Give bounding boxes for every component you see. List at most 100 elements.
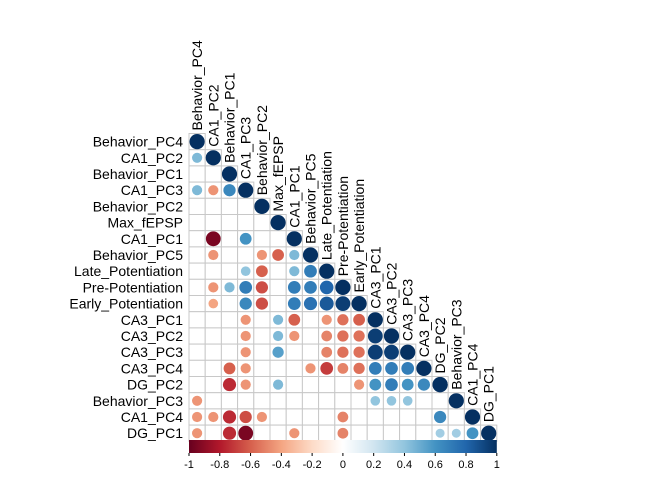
grid-cell (220, 246, 239, 264)
grid-cell (188, 165, 206, 183)
grid-cell (269, 230, 287, 248)
row-label-ca3-pc3: CA3_PC3 (121, 344, 183, 360)
grid-cell (220, 230, 239, 248)
corr-circle-ca3-pc4-ca3-pc1 (368, 362, 382, 375)
grid-cell (204, 311, 222, 329)
corr-circle-ca3-pc2-early-potentiation (353, 330, 365, 342)
grid-cell (188, 327, 206, 345)
row-label-max-fepsp: Max_fEPSP (108, 215, 183, 231)
grid-cell (188, 343, 206, 361)
corr-circle-ca3-pc2-ca1-pc3 (240, 330, 251, 342)
corr-circle-behavior-pc5-behavior-pc2 (256, 249, 267, 261)
grid-cell (301, 424, 320, 442)
corr-circle-behavior-pc5-max-fepsp (272, 249, 284, 261)
grid-cell (204, 327, 222, 345)
grid-cell (399, 408, 417, 426)
grid-cell (253, 376, 271, 394)
grid-cell (269, 392, 287, 410)
diagonal-circle-behavior-pc4 (189, 134, 205, 150)
column-label-late-potentiation: Late_Potentiation (319, 151, 335, 260)
corr-circle-pre-potentiation-behavior-pc2 (255, 281, 269, 294)
grid-cell (237, 246, 255, 264)
diagonal-circle-behavior-pc2 (254, 198, 270, 214)
corr-circle-dg-pc2-ca3-pc3 (401, 378, 414, 391)
grid-cell (382, 424, 401, 442)
corr-circle-ca3-pc3-pre-potentiation (337, 346, 349, 358)
corr-circle-ca3-pc3-ca3-pc1 (367, 344, 383, 360)
grid-cell (204, 343, 222, 361)
grid-cell (253, 343, 271, 361)
column-label-ca3-pc4: CA3_PC4 (416, 295, 432, 357)
corr-circle-early-potentiation-ca1-pc2 (208, 298, 219, 309)
corr-circle-dg-pc2-dg-pc2 (432, 377, 448, 393)
corr-circle-pre-potentiation-late-potentiation (319, 280, 334, 295)
grid-cell (301, 327, 320, 345)
grid-cell (253, 311, 271, 329)
corr-circle-ca3-pc2-ca3-pc1 (367, 328, 383, 344)
corr-circle-dg-pc2-early-potentiation (354, 379, 365, 390)
corr-circle-dg-pc1-ca1-pc1 (289, 428, 300, 439)
grid-cell (350, 392, 368, 410)
corr-circle-late-potentiation-behavior-pc2 (256, 265, 268, 278)
row-label-ca1-pc1: CA1_PC1 (121, 231, 183, 247)
corr-circle-behavior-pc3-ca3-pc2 (386, 395, 397, 406)
corr-circle-ca3-pc4-late-potentiation (320, 362, 334, 375)
grid-cell (269, 262, 287, 280)
diagonal-circle-ca1-pc4 (464, 409, 481, 425)
column-label-early-potentiation: Early_Potentiation (351, 179, 367, 293)
colorbar-tick-label: 0.6 (428, 459, 443, 471)
grid-cell (269, 424, 287, 442)
grid-cell (301, 311, 320, 329)
corr-circle-ca3-pc1-max-fepsp (273, 314, 284, 325)
corr-circle-early-potentiation-pre-potentiation (335, 296, 351, 312)
colorbar-tick-label: -0.6 (241, 459, 260, 471)
grid-cell (220, 392, 239, 410)
grid-cell (318, 408, 336, 426)
corr-circle-dg-pc1-ca1-pc4 (466, 427, 479, 440)
corr-circle-pre-potentiation-ca1-pc3 (239, 281, 253, 294)
row-label-behavior-pc2: Behavior_PC2 (93, 198, 183, 214)
corr-circle-ca1-pc1-ca1-pc2 (205, 231, 221, 247)
grid-cell (237, 214, 255, 232)
grid-cell (269, 295, 287, 313)
grid-cell (204, 424, 222, 442)
grid-cell (447, 408, 465, 426)
corr-circle-dg-pc2-max-fepsp (273, 379, 284, 390)
corr-circle-dg-pc1-behavior-pc4 (192, 428, 203, 439)
grid-cell (188, 359, 206, 377)
corr-circle-ca3-pc4-behavior-pc5 (305, 363, 316, 374)
grid-cell (301, 392, 320, 410)
diagonal-circle-late-potentiation (319, 263, 335, 279)
corr-circle-late-potentiation-ca1-pc3 (240, 266, 251, 277)
column-label-ca3-pc3: CA3_PC3 (400, 279, 416, 341)
grid-cell (334, 376, 352, 394)
column-label-behavior-pc5: Behavior_PC5 (303, 153, 319, 243)
corr-circle-dg-pc2-behavior-pc1 (222, 378, 237, 392)
corr-circle-ca1-pc3-ca1-pc2 (208, 185, 219, 196)
corr-circle-ca3-pc3-late-potentiation (321, 346, 333, 358)
diagonal-circle-ca3-pc1 (367, 312, 383, 328)
diagonal-circle-ca3-pc4 (416, 360, 432, 376)
corr-circle-dg-pc1-behavior-pc3 (451, 428, 461, 438)
grid-cell (415, 392, 433, 410)
grid-cell (301, 408, 320, 426)
diagonal-circle-behavior-pc1 (221, 166, 238, 182)
grid-cell (301, 376, 320, 394)
column-label-pre-potentiation: Pre-Potentiation (335, 176, 351, 276)
colorbar-tick-label: -0.4 (272, 459, 291, 471)
corr-circle-pre-potentiation-ca1-pc2 (208, 282, 219, 293)
grid-cell (237, 392, 255, 410)
row-label-dg-pc2: DG_PC2 (127, 377, 183, 393)
corr-circle-pre-potentiation-behavior-pc1 (224, 282, 235, 293)
row-label-early-potentiation: Early_Potentiation (69, 296, 183, 312)
grid-cell (188, 262, 206, 280)
grid-cell (366, 424, 384, 442)
grid-cell (415, 408, 433, 426)
grid-cell (253, 424, 271, 442)
diagonal-circle-max-fepsp (270, 215, 286, 231)
grid-cell (220, 343, 239, 361)
corr-circle-dg-pc1-behavior-pc1 (222, 426, 237, 440)
corr-circle-ca3-pc4-pre-potentiation (337, 363, 349, 374)
grid-cell (350, 424, 368, 442)
corr-circle-ca3-pc4-behavior-pc1 (223, 362, 236, 375)
